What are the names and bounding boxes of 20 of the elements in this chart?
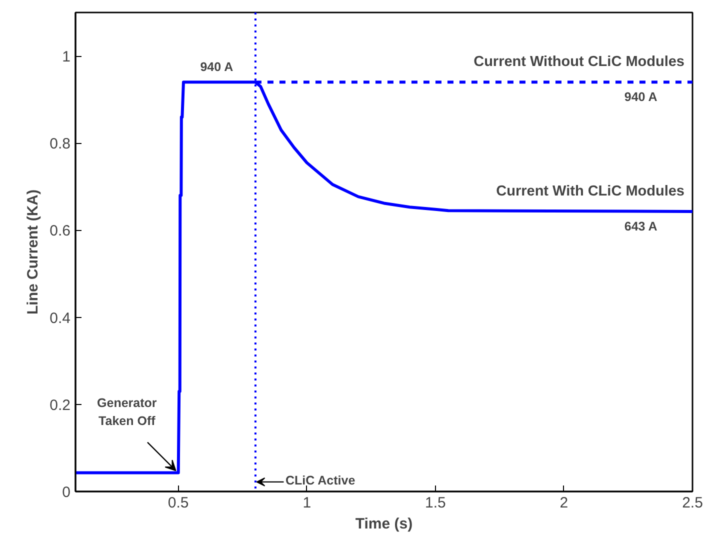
y-tick-label: 1 [62, 48, 70, 66]
series-label: Current Without CLiC Modules [474, 54, 685, 70]
y-tick-label: 0 [62, 484, 70, 501]
x-tick-label: 2 [560, 494, 568, 512]
y-tick-label: 0.4 [50, 310, 71, 327]
y-tick-label: 0.6 [50, 222, 71, 240]
series-label: Current With CLiC Modules [496, 184, 684, 200]
annotation: 940 A [200, 60, 234, 74]
y-tick-label: 0.2 [50, 396, 71, 414]
x-tick-label: 1 [302, 494, 312, 512]
x-axis-title: Time (s) [355, 516, 413, 532]
annotation: 940 A [624, 90, 658, 104]
annotation: Generator Taken Off [97, 396, 157, 428]
y-tick-label: 0.8 [50, 136, 71, 153]
y-axis-title: Line Current (KA) [24, 190, 42, 314]
x-tick-label: 2.5 [682, 494, 703, 512]
ref-line-label: CLiC Active [285, 474, 356, 488]
annotation: 643 A [624, 220, 658, 234]
x-tick-label: 1.5 [424, 494, 446, 512]
x-tick-label: 0.5 [168, 494, 189, 512]
